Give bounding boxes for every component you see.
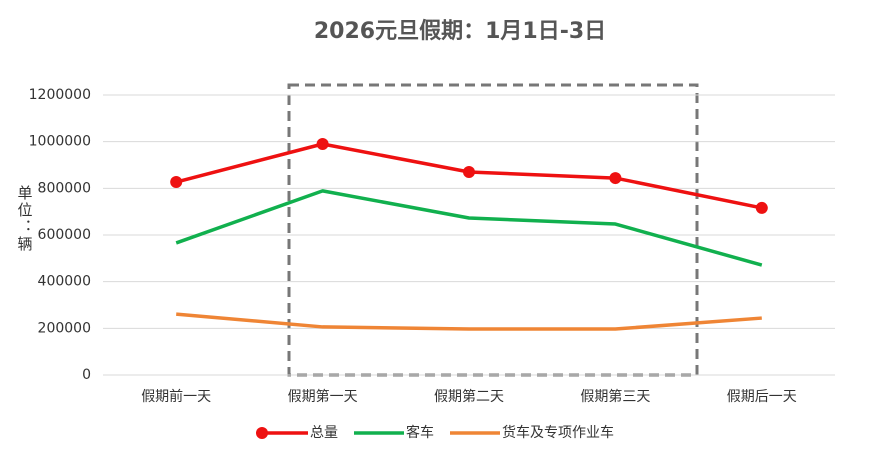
y-axis-label: 单位：辆 [16,185,34,253]
y-tick-label: 400000 [38,274,91,290]
x-tick-label: 假期后一天 [727,389,797,405]
y-tick-label: 1200000 [29,87,91,103]
x-tick-label: 假期第一天 [288,388,358,405]
y-tick-label: 800000 [38,180,91,196]
point [316,138,329,150]
series-line [175,189,763,267]
point [755,201,768,214]
y-tick-label: 1000000 [29,134,91,150]
legend-label: 总量 [310,425,338,441]
series-line [176,312,762,331]
legend-label: 客车 [406,424,434,441]
x-tick-label: 假期前一天 [141,388,211,405]
y-tick-label: 200000 [38,320,91,336]
chart-title: 2026元旦假期：1月1日-3日 [314,19,606,44]
y-tick-label: 600000 [38,227,91,243]
point [463,166,475,178]
point [170,176,183,189]
x-tick-label: 假期第二天 [434,388,504,405]
x-tick-label: 假期第三天 [580,388,650,405]
legend-marker [256,427,268,439]
y-tick-label: 0 [82,367,91,383]
point [609,172,622,185]
legend-label: 货车及专项作业车 [502,424,614,441]
